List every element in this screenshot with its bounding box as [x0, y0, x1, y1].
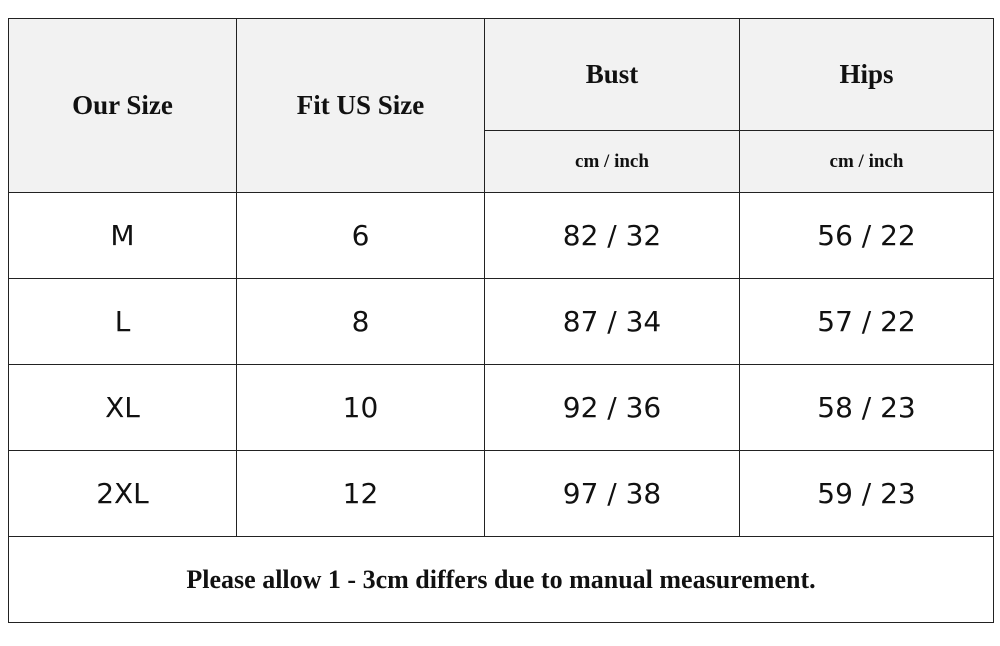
table-row: M 6 82 / 32 56 / 22 — [8, 192, 994, 279]
table-cell: XL — [8, 364, 237, 451]
table-cell: 8 — [236, 278, 485, 365]
table-cell: 92 / 36 — [484, 364, 740, 451]
size-table: Our Size Fit US Size Bust Hips cm / inch… — [8, 18, 994, 623]
table-cell: 82 / 32 — [484, 192, 740, 279]
header-cell: Our Size — [8, 18, 237, 193]
table-row: 2XL 12 97 / 38 59 / 23 — [8, 450, 994, 537]
table-cell: 10 — [236, 364, 485, 451]
table-cell: L — [8, 278, 237, 365]
header-cell: Fit US Size — [236, 18, 485, 193]
table-row: L 8 87 / 34 57 / 22 — [8, 278, 994, 365]
table-cell: 2XL — [8, 450, 237, 537]
table-cell: 56 / 22 — [739, 192, 994, 279]
table-row: XL 10 92 / 36 58 / 23 — [8, 364, 994, 451]
table-cell: M — [8, 192, 237, 279]
header-cell: Hips — [739, 18, 994, 131]
unit-cell: cm / inch — [484, 130, 740, 193]
table-cell: 59 / 23 — [739, 450, 994, 537]
table-cell: 97 / 38 — [484, 450, 740, 537]
table-cell: 6 — [236, 192, 485, 279]
footnote: Please allow 1 - 3cm differs due to manu… — [8, 536, 994, 623]
table-cell: 57 / 22 — [739, 278, 994, 365]
unit-cell: cm / inch — [739, 130, 994, 193]
table-cell: 87 / 34 — [484, 278, 740, 365]
table-cell: 12 — [236, 450, 485, 537]
header-cell: Bust — [484, 18, 740, 131]
table-cell: 58 / 23 — [739, 364, 994, 451]
